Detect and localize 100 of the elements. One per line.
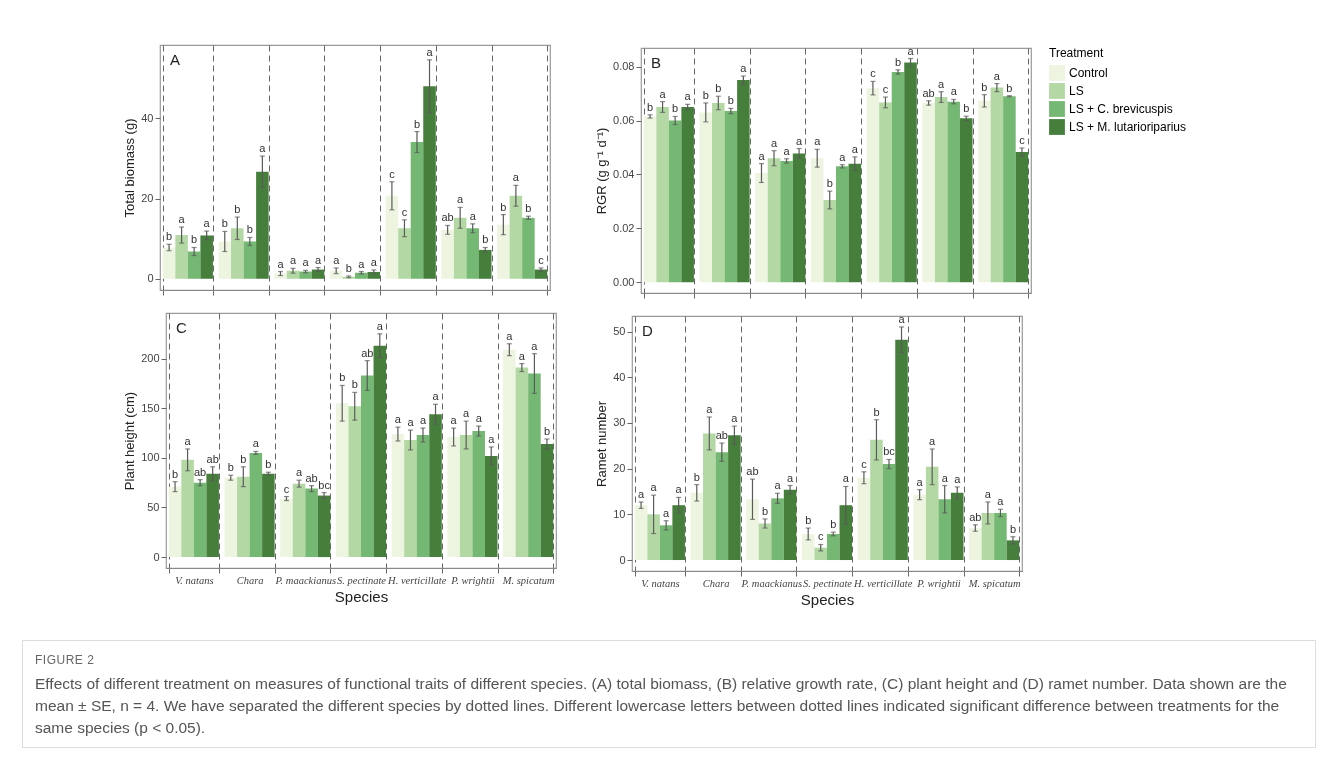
data-label: ab bbox=[922, 86, 935, 99]
data-label: b bbox=[165, 230, 173, 243]
y-tick-label: 20 bbox=[141, 192, 154, 205]
data-label: a bbox=[394, 413, 402, 426]
data-label: a bbox=[706, 402, 714, 415]
data-label: a bbox=[184, 434, 192, 447]
data-label: a bbox=[650, 481, 658, 494]
x-axis-title: Species bbox=[334, 588, 389, 605]
legend-label: LS + C. brevicuspis bbox=[1069, 102, 1173, 116]
y-tick-label: 0 bbox=[153, 550, 160, 563]
data-label: a bbox=[333, 253, 341, 266]
y-tick-label: 150 bbox=[141, 401, 160, 414]
data-label: b bbox=[1006, 81, 1013, 94]
y-tick-label: 50 bbox=[147, 500, 160, 513]
data-label: a bbox=[178, 213, 186, 226]
data-label: b bbox=[234, 203, 241, 216]
data-label: b bbox=[339, 371, 346, 384]
data-label: a bbox=[376, 319, 384, 332]
data-label: b bbox=[963, 102, 970, 115]
data-label: ab bbox=[194, 465, 207, 478]
data-label: a bbox=[475, 412, 483, 425]
x-tick-label: V. natans bbox=[175, 574, 214, 586]
chart-title: D bbox=[642, 322, 653, 339]
data-label: a bbox=[740, 62, 748, 75]
data-label: b bbox=[345, 261, 352, 274]
data-label: b bbox=[413, 117, 421, 130]
data-label: a bbox=[407, 416, 415, 429]
data-label: b bbox=[191, 233, 198, 246]
data-label: b bbox=[873, 405, 880, 418]
data-label: b bbox=[826, 177, 833, 190]
x-tick-label: P. maackianus bbox=[274, 574, 337, 586]
data-label: c bbox=[882, 83, 889, 96]
data-label: a bbox=[842, 472, 850, 485]
data-label: b bbox=[240, 452, 247, 465]
data-label: a bbox=[531, 339, 539, 352]
y-tick-label: 40 bbox=[613, 370, 626, 383]
data-label: a bbox=[419, 414, 427, 427]
data-label: a bbox=[252, 437, 260, 450]
data-label: b bbox=[830, 518, 837, 531]
data-label: b bbox=[727, 94, 734, 107]
data-label: b bbox=[702, 88, 709, 101]
x-tick-label: Chara bbox=[236, 574, 264, 586]
data-label: b bbox=[525, 202, 532, 215]
data-label: b bbox=[500, 200, 507, 213]
data-label: a bbox=[426, 45, 434, 58]
data-label: a bbox=[787, 471, 795, 484]
data-label: ab bbox=[441, 211, 454, 224]
legend-title: Treatment bbox=[1049, 46, 1104, 60]
data-label: a bbox=[938, 77, 946, 90]
data-label: a bbox=[295, 466, 303, 479]
data-label: a bbox=[774, 479, 782, 492]
data-label: ab bbox=[715, 429, 728, 442]
x-tick-label: H. verticillate bbox=[387, 574, 447, 586]
data-label: a bbox=[659, 87, 667, 100]
data-label: a bbox=[289, 254, 297, 267]
x-tick-label: P. wrightii bbox=[916, 577, 961, 589]
y-axis-title: RGR (g g⁻¹ d⁻¹) bbox=[594, 127, 610, 215]
data-label: c bbox=[861, 457, 868, 470]
chart-title: A bbox=[170, 51, 181, 68]
x-tick-label: M. spicatum bbox=[967, 577, 1022, 589]
data-label: a bbox=[954, 472, 962, 485]
y-axis-title: Total biomass (g) bbox=[122, 118, 138, 218]
y-tick-label: 0.02 bbox=[613, 221, 635, 234]
data-label: ab bbox=[969, 510, 982, 523]
data-label: b bbox=[761, 504, 769, 517]
data-label: a bbox=[814, 135, 822, 148]
y-tick-label: 0 bbox=[147, 272, 154, 285]
x-tick-label: S. pectinate bbox=[803, 577, 853, 589]
chart-title: C bbox=[176, 319, 187, 336]
y-tick-label: 200 bbox=[141, 352, 160, 365]
x-tick-label: M. spicatum bbox=[501, 574, 556, 586]
data-label: a bbox=[839, 150, 847, 163]
data-label: a bbox=[277, 257, 285, 270]
data-label: a bbox=[488, 432, 496, 445]
legend-label: LS + M. lutarioriparius bbox=[1069, 120, 1187, 134]
data-label: a bbox=[637, 487, 645, 500]
data-label: c bbox=[1019, 133, 1026, 146]
data-label: b bbox=[171, 467, 179, 480]
data-label: a bbox=[259, 142, 267, 155]
data-label: c bbox=[283, 482, 290, 495]
y-tick-label: 0.00 bbox=[613, 275, 635, 288]
y-tick-label: 0.04 bbox=[613, 167, 635, 180]
data-label: a bbox=[370, 255, 378, 268]
y-tick-label: 20 bbox=[613, 462, 626, 475]
data-label: b bbox=[693, 470, 700, 483]
data-label: b bbox=[981, 80, 988, 93]
data-label: b bbox=[894, 55, 902, 68]
data-label: a bbox=[758, 149, 766, 162]
x-tick-label: H. verticillate bbox=[853, 577, 913, 589]
chart-title: B bbox=[651, 54, 662, 71]
data-label: a bbox=[463, 407, 471, 420]
data-label: b bbox=[482, 233, 489, 246]
x-axis-title: Species bbox=[800, 591, 855, 608]
data-label: a bbox=[997, 495, 1005, 508]
y-tick-label: 40 bbox=[141, 111, 154, 124]
data-label: a bbox=[506, 329, 514, 342]
data-label: a bbox=[663, 506, 671, 519]
data-label: a bbox=[684, 90, 692, 103]
data-label: c bbox=[817, 530, 824, 543]
data-label: b bbox=[543, 425, 551, 438]
